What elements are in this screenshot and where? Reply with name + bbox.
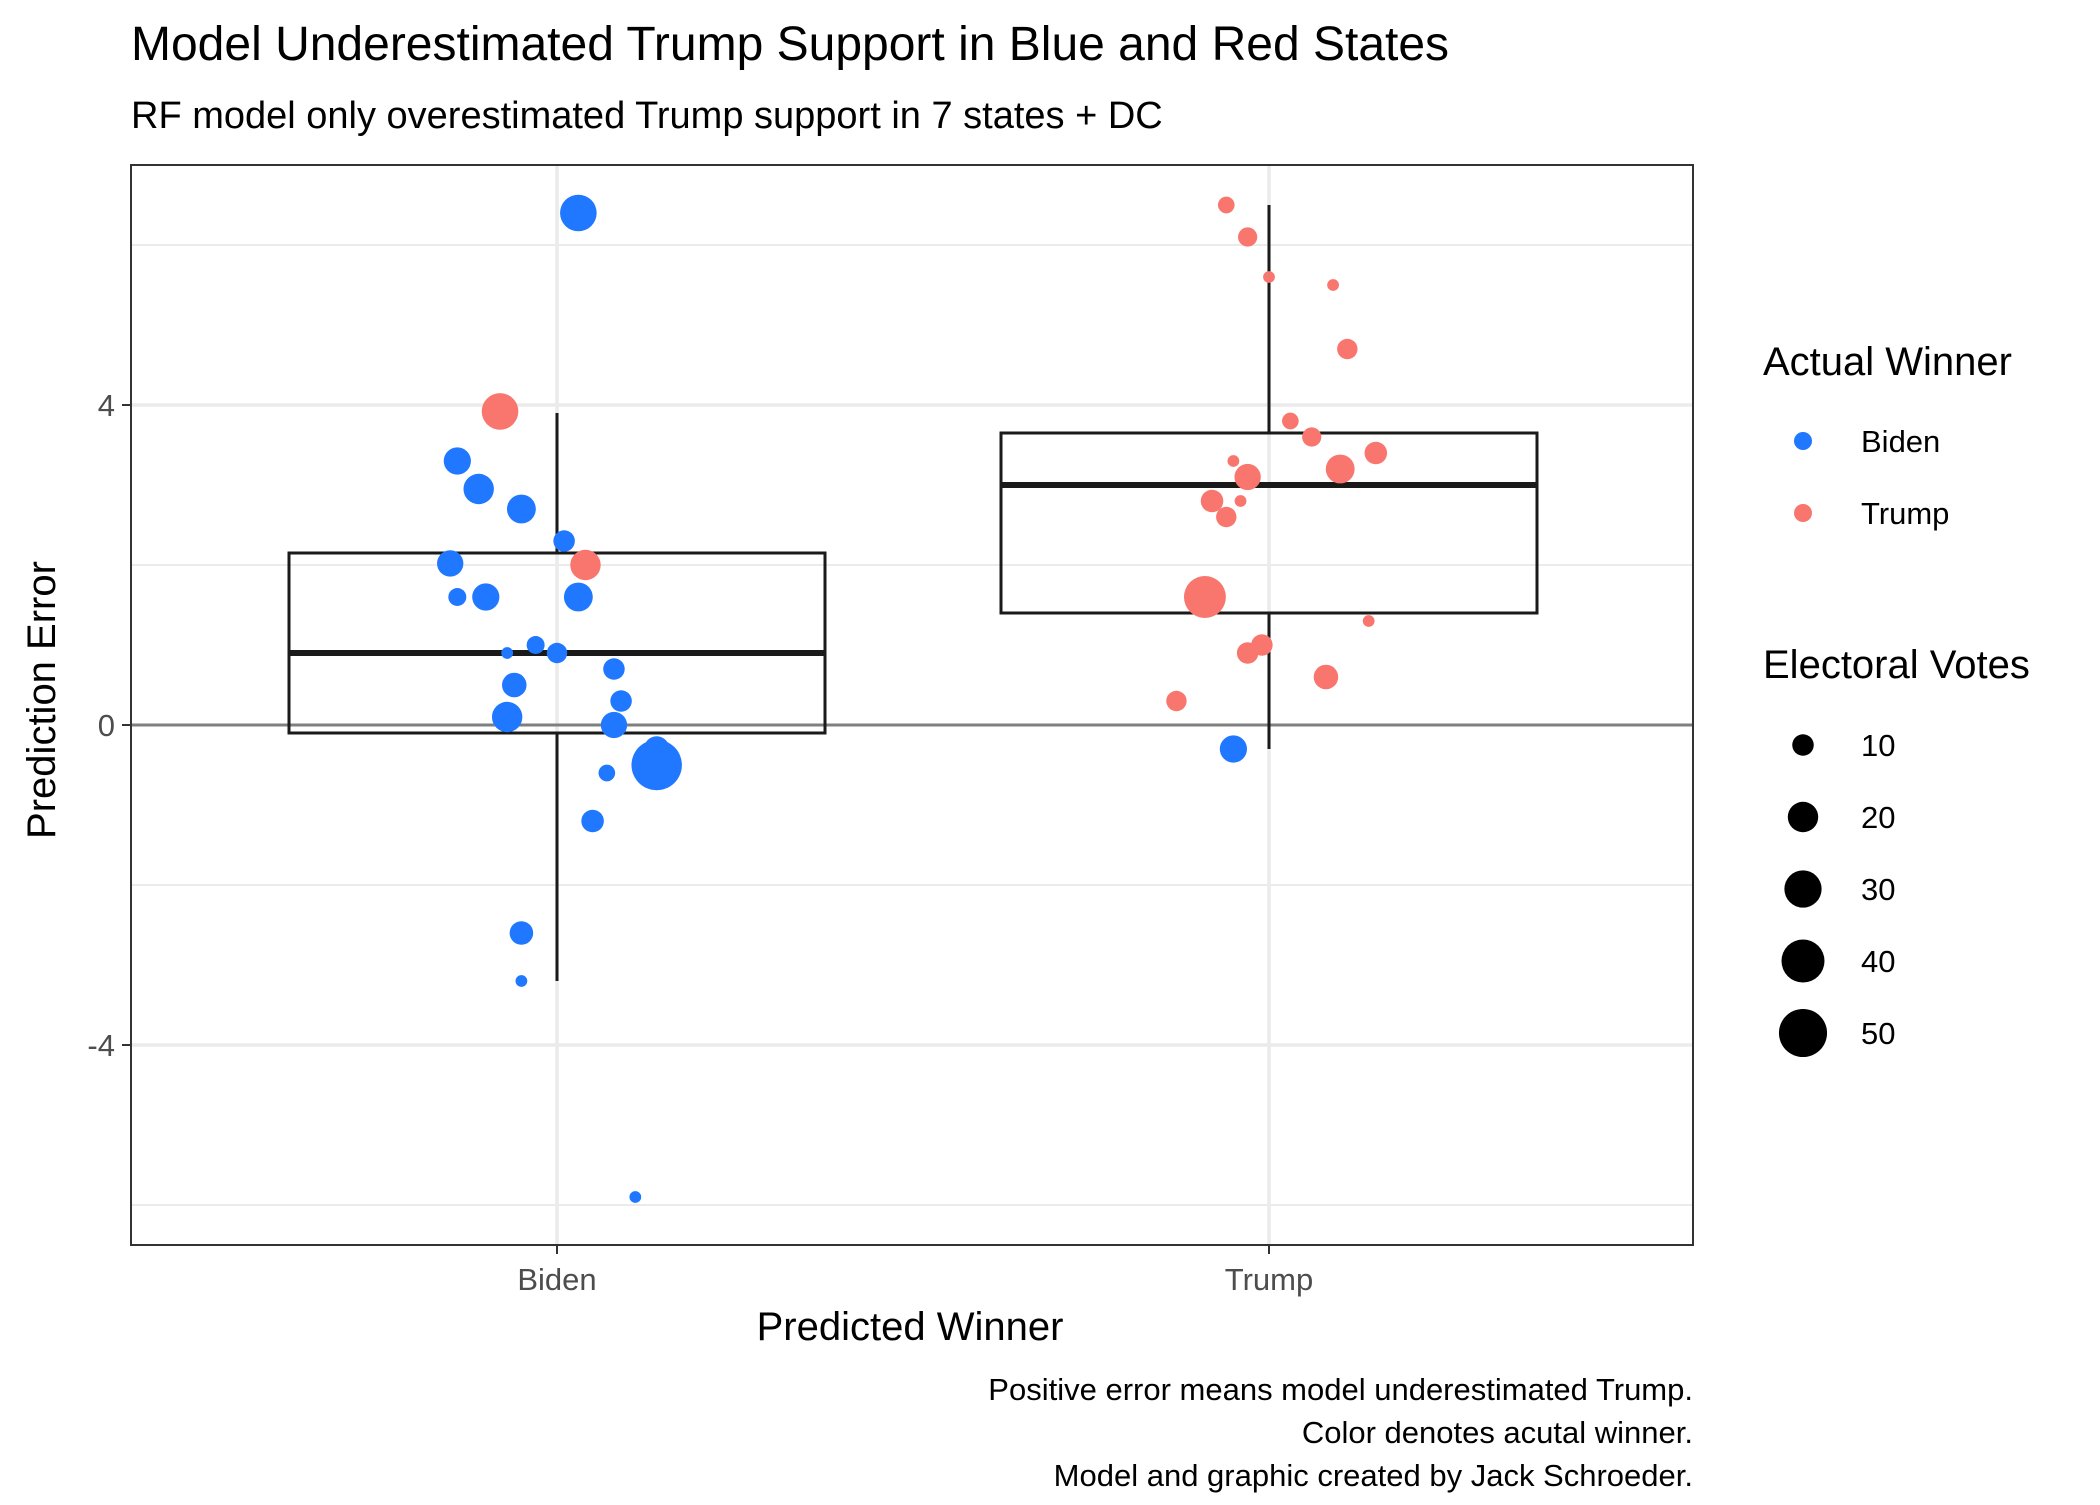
y-tick-label: 4	[98, 388, 115, 423]
legend-size-swatch	[1792, 734, 1814, 756]
y-axis-title: Prediction Error	[20, 561, 64, 839]
data-point	[502, 672, 527, 698]
data-point	[570, 549, 601, 581]
data-point	[506, 494, 536, 524]
legend-color-title: Actual Winner	[1763, 340, 2012, 384]
data-point	[560, 194, 597, 232]
data-point	[515, 975, 528, 987]
data-point	[1200, 489, 1224, 513]
data-point	[1234, 495, 1247, 507]
data-point	[1364, 441, 1388, 465]
legend-color-swatch	[1794, 432, 1812, 450]
legend-size-label: 50	[1861, 1016, 1895, 1051]
data-point	[448, 588, 467, 606]
data-point	[526, 636, 545, 654]
data-point	[610, 690, 632, 712]
y-tick-label: 0	[98, 708, 115, 743]
data-point	[631, 739, 682, 791]
legend-size-label: 30	[1861, 872, 1895, 907]
data-point	[501, 647, 514, 659]
data-point	[443, 447, 471, 475]
legend-size-swatch	[1787, 801, 1819, 833]
data-point	[1236, 642, 1259, 664]
data-point	[643, 736, 670, 762]
legend-size-title: Electoral Votes	[1763, 643, 2030, 687]
legend-size-swatch	[1784, 870, 1822, 908]
caption-line-2: Color denotes acutal winner.	[1302, 1415, 1693, 1450]
data-point	[481, 393, 519, 430]
legend-size-label: 20	[1861, 800, 1895, 835]
legend-size-swatch	[1778, 1008, 1828, 1058]
data-point	[581, 809, 604, 833]
data-point	[1362, 615, 1375, 627]
data-point	[1227, 455, 1240, 467]
y-tick-label: -4	[87, 1028, 115, 1063]
caption: Positive error means model underestimate…	[988, 1372, 1693, 1493]
data-point	[463, 473, 494, 505]
caption-line-3: Model and graphic created by Jack Schroe…	[1054, 1458, 1693, 1493]
data-point	[603, 658, 625, 680]
data-point	[1325, 454, 1355, 484]
data-point	[1217, 196, 1235, 214]
legend-color-label: Trump	[1861, 496, 1949, 531]
data-point	[1302, 427, 1322, 447]
legend-color-entries: Biden Trump	[1794, 424, 1949, 531]
legend-color-label: Biden	[1861, 424, 1940, 459]
data-point	[598, 764, 616, 782]
box-iqr	[287, 551, 827, 735]
chart-title: Model Underestimated Trump Support in Bl…	[131, 18, 1449, 71]
data-point	[1219, 735, 1247, 763]
data-point	[1282, 412, 1299, 430]
data-point	[553, 530, 575, 552]
x-tick-label: Trump	[1225, 1262, 1313, 1297]
caption-line-1: Positive error means model underestimate…	[988, 1372, 1693, 1407]
legend-size-label: 40	[1861, 944, 1895, 979]
x-tick-label: Biden	[517, 1262, 596, 1297]
data-point	[437, 550, 464, 577]
data-point	[1337, 338, 1358, 360]
data-point	[1263, 271, 1275, 283]
data-point	[600, 711, 628, 739]
legend-size-label: 10	[1861, 728, 1895, 763]
data-point	[491, 701, 523, 733]
legend-size-swatch	[1781, 939, 1825, 983]
legend-color-swatch	[1794, 504, 1812, 522]
data-point	[1216, 506, 1237, 528]
data-point	[563, 582, 593, 612]
data-point	[1238, 227, 1258, 247]
panel-border	[130, 164, 1694, 1246]
data-point	[629, 1191, 642, 1203]
boxplot-trump	[999, 205, 1539, 749]
data-point	[1166, 690, 1187, 712]
data-point	[546, 642, 568, 664]
legend-size-entries: 10 20 30 40 50	[1778, 728, 1895, 1058]
data-point	[1234, 463, 1261, 491]
plot-panel: -4 0 4 Biden Trump	[87, 164, 1694, 1297]
chart-subtitle: RF model only overestimated Trump suppor…	[131, 95, 1163, 137]
data-point	[1183, 576, 1226, 618]
data-point	[1327, 279, 1339, 291]
box-iqr	[999, 431, 1539, 615]
x-axis-title: Predicted Winner	[757, 1305, 1064, 1349]
data-point	[472, 583, 500, 611]
panel-background	[131, 165, 1693, 1245]
legend: Actual Winner Biden Trump Electoral Votes…	[1763, 340, 2030, 1058]
data-point	[1313, 664, 1339, 690]
data-point	[509, 921, 534, 945]
